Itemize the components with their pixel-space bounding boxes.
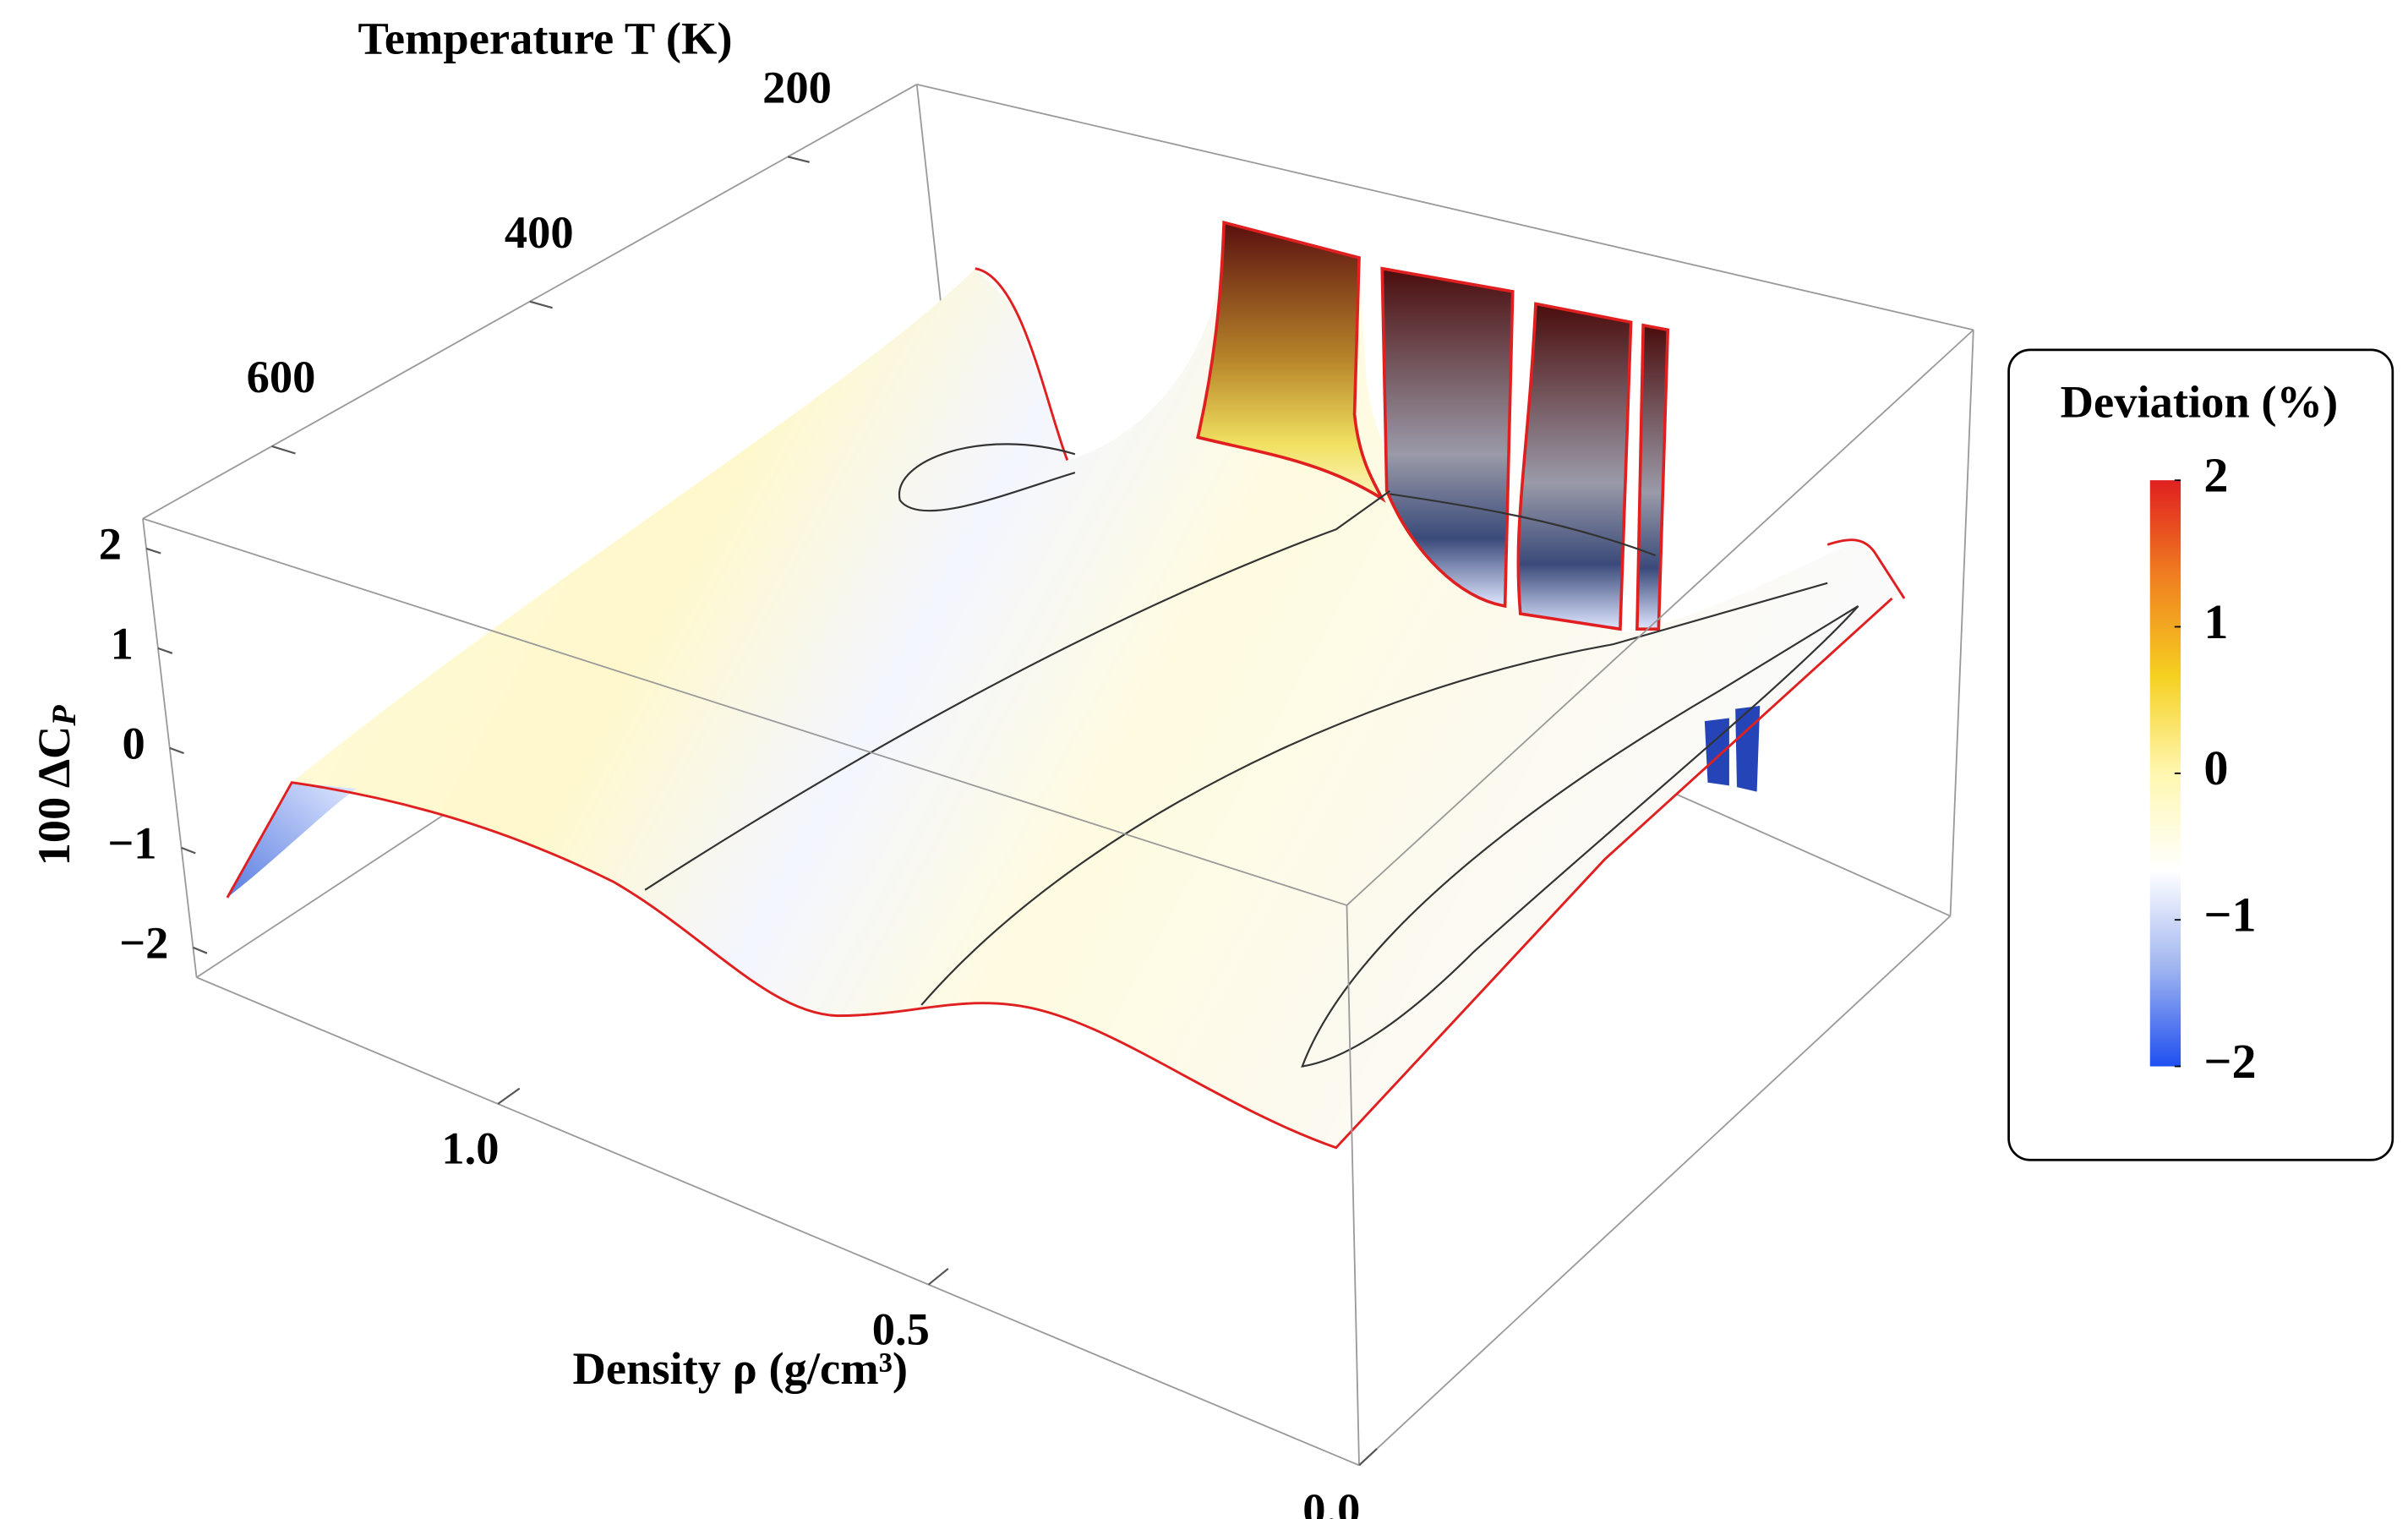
x-tick [497,1087,521,1105]
z-tick-label: 0 [122,717,145,768]
box-edge [1346,329,1974,906]
dip [1704,718,1729,786]
surface-sheet [227,227,1905,1148]
surface [226,220,1906,1150]
box-edge [1949,330,1974,916]
contour [1301,605,1859,1068]
spike [1196,220,1386,503]
box-edge [196,976,1360,1467]
y-tick [271,445,296,455]
x-tick [927,1267,949,1286]
box-edge [1358,915,1952,1467]
y-tick-label: 400 [505,206,574,258]
contour [920,582,1828,1006]
spike [1516,302,1633,631]
box-edge [142,517,1347,906]
z-tick [193,946,208,954]
x-tick [1358,1448,1378,1467]
colorbar-tick-label: 1 [2203,594,2228,649]
spike [1635,323,1670,631]
z-tick-label: −2 [119,916,168,968]
y-tick [787,156,810,163]
surface-edge [226,597,1893,1150]
z-tick-label: 1 [111,617,134,669]
box-front: 1.0 0.5 0.0 600 400 200 2 1 0 −1 −2 [99,62,1974,1519]
contour [644,489,1390,891]
y-axis-title: Temperature T (K) [358,12,733,63]
colorbar-tick-label: 0 [2203,740,2228,795]
z-tick-label: −1 [107,817,156,868]
colorbar: Deviation (%) 2 1 0 −1 −2 [2007,348,2394,1161]
y-tick [529,300,553,309]
colorbar-tick-label: 2 [2203,447,2228,502]
z-tick [181,846,196,855]
x-tick-label: 0.5 [872,1303,930,1354]
box-edge [1346,904,1360,1466]
colorbar-title: Deviation (%) [2061,376,2338,428]
surface-edge [1826,538,1906,599]
y-tick-label: 600 [247,351,316,402]
contour [898,443,1076,512]
colorbar-frame [2007,348,2394,1161]
x-tick-label: 1.0 [441,1123,499,1174]
z-tick [157,647,173,654]
colorbar-tick-label: −1 [2203,888,2256,943]
z-axis-title-subscript: P [45,705,83,727]
dip [1735,705,1761,792]
z-tick [145,547,161,555]
x-tick-label: 0.0 [1302,1483,1360,1519]
z-axis-title: 100 ΔCP [28,705,84,866]
x-axis-title: Density ρ (g/cm³) [572,1342,908,1394]
contour [1390,493,1657,557]
box-edge [916,83,1974,331]
y-tick-label: 200 [762,62,832,113]
colorbar-tick-label: −2 [2203,1034,2256,1089]
z-tick-label: 2 [99,517,122,569]
surface-low-edge [227,782,357,898]
z-tick [169,746,184,755]
surface-edge [975,267,1069,462]
z-axis-title-main: 100 ΔC [28,726,79,866]
spike [1380,266,1515,609]
